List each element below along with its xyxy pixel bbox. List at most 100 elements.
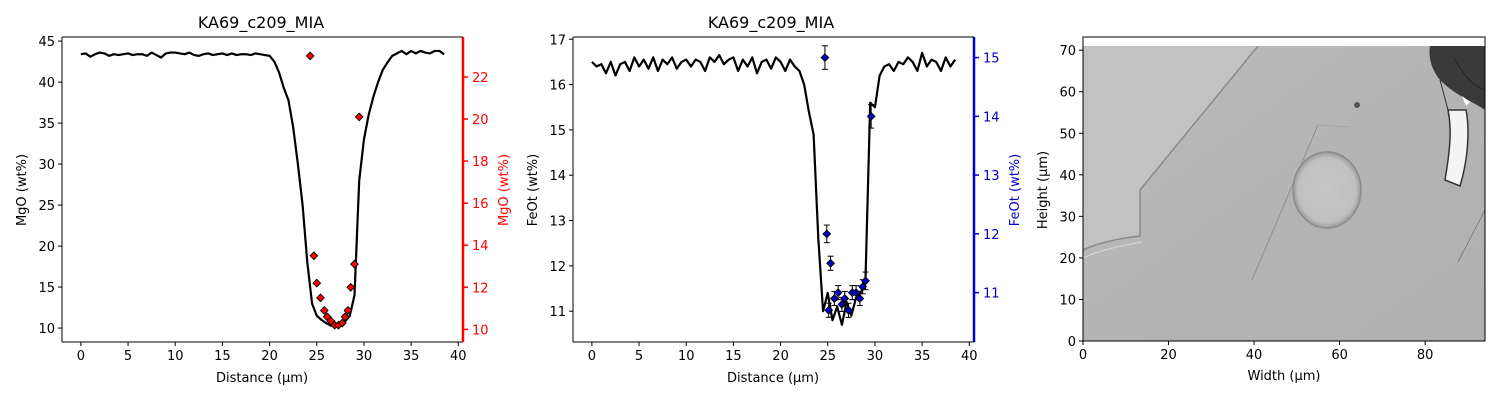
secondary-y-tick-label: 12: [983, 228, 1000, 243]
x-tick-label: 0: [77, 349, 85, 364]
y-axis-title: FeOt (wt%): [526, 154, 541, 226]
x-tick-label: 80: [1417, 348, 1434, 363]
secondary-y-tick-label: 10: [472, 323, 489, 338]
data-point: [844, 305, 853, 315]
x-tick-label: 20: [261, 349, 278, 364]
plot-area: [62, 37, 463, 342]
data-point: [861, 276, 870, 286]
x-tick-label: 25: [308, 349, 325, 364]
data-point: [855, 294, 865, 303]
x-tick-label: 35: [403, 349, 420, 364]
data-point: [340, 312, 350, 322]
secondary-y-tick-label: 11: [983, 287, 1000, 302]
x-tick-label: 0: [1079, 348, 1087, 363]
feot-chart: KA69_c209_MIA 0 5 10 15 20 25 30 35 40 11 12 13 14 15…: [526, 13, 1023, 386]
y-tick-label: 14: [549, 169, 566, 184]
y-tick-label: 10: [1059, 293, 1076, 308]
secondary-y-tick-label: 18: [472, 155, 489, 170]
y-tick-label: 20: [1059, 252, 1076, 267]
sem-image-panel: 0 20 40 60 80 0 10 20 30 40 50 60 70 Width (µm) Heig…: [1036, 36, 1486, 384]
data-point: [866, 111, 876, 121]
secondary-y-tick-label: 14: [983, 110, 1000, 125]
y-tick-label: 16: [549, 79, 566, 94]
data-point: [824, 305, 834, 315]
x-tick-label: 30: [867, 349, 884, 364]
sem-image: [1083, 46, 1485, 341]
y-tick-label: 50: [1059, 127, 1076, 142]
y-axis-title: MgO (wt%): [15, 154, 30, 226]
y-tick-label: 45: [38, 35, 55, 50]
profile-line: [591, 51, 957, 326]
data-point: [840, 294, 850, 303]
y-tick-label: 10: [38, 322, 55, 337]
x-axis-title: Distance (µm): [727, 371, 819, 386]
y-axis-title: Height (µm): [1036, 151, 1051, 229]
secondary-y-tick-label: 15: [983, 52, 1000, 67]
x-tick-label: 20: [772, 349, 789, 364]
data-point: [319, 306, 329, 315]
secondary-y-tick-label: 13: [983, 169, 1000, 184]
data-point: [305, 51, 315, 61]
data-point: [833, 288, 843, 298]
chart-title: KA69_c209_MIA: [198, 13, 324, 33]
y-tick-label: 12: [549, 260, 566, 275]
data-point: [346, 282, 356, 292]
secondary-y-tick-label: 16: [472, 197, 489, 212]
x-tick-label: 5: [635, 349, 643, 364]
data-point: [337, 318, 347, 328]
y-tick-label: 13: [549, 215, 566, 230]
y-tick-label: 40: [1059, 169, 1076, 184]
secondary-y-tick-label: 14: [472, 239, 489, 254]
y-tick-label: 30: [38, 158, 55, 173]
x-tick-label: 25: [819, 349, 836, 364]
profile-line: [80, 49, 445, 328]
secondary-y-tick-label: 22: [472, 71, 489, 86]
y-tick-label: 17: [549, 33, 566, 48]
data-point: [822, 229, 832, 239]
image-frame: [1082, 36, 1486, 342]
x-tick-label: 40: [961, 349, 978, 364]
plot-area: [573, 37, 974, 342]
x-tick-label: 15: [214, 349, 231, 364]
y-tick-label: 0: [1068, 335, 1076, 350]
y-tick-label: 60: [1059, 86, 1076, 101]
x-tick-label: 60: [1331, 348, 1348, 363]
x-tick-label: 10: [167, 349, 184, 364]
y-tick-label: 25: [38, 199, 55, 214]
data-point: [309, 251, 319, 261]
x-tick-label: 20: [1160, 348, 1177, 363]
image-caption-strip: [1083, 37, 1485, 46]
x-tick-label: 35: [914, 349, 931, 364]
x-axis-title: Distance (µm): [216, 371, 308, 386]
y-tick-label: 15: [549, 124, 566, 139]
data-point: [343, 306, 353, 315]
y-tick-label: 20: [38, 240, 55, 255]
data-point: [350, 259, 359, 269]
y-tick-label: 70: [1059, 44, 1076, 59]
y-tick-label: 30: [1059, 210, 1076, 225]
y-tick-label: 11: [549, 305, 566, 320]
data-point: [354, 112, 364, 122]
data-point: [312, 278, 322, 288]
y-tick-label: 40: [38, 76, 55, 91]
secondary-y-tick-label: 12: [472, 281, 489, 296]
secondary-y-tick-label: 20: [472, 113, 489, 128]
data-point: [316, 293, 325, 303]
x-tick-label: 40: [450, 349, 467, 364]
secondary-y-axis-title: MgO (wt%): [497, 154, 512, 226]
data-point: [826, 258, 836, 268]
mgo-chart: KA69_c209_MIA 0 5 10 15 20 25 30 35 40 10 15 20 25 30…: [15, 13, 512, 386]
data-point: [820, 53, 830, 63]
data-point: [829, 294, 839, 303]
secondary-y-axis-title: FeOt (wt%): [1008, 154, 1023, 226]
x-tick-label: 5: [124, 349, 132, 364]
x-tick-label: 15: [725, 349, 742, 364]
x-tick-label: 10: [678, 349, 695, 364]
x-tick-label: 30: [356, 349, 373, 364]
y-tick-label: 15: [38, 281, 55, 296]
x-tick-label: 0: [588, 349, 596, 364]
chart-title: KA69_c209_MIA: [708, 13, 834, 33]
x-tick-label: 40: [1246, 348, 1263, 363]
x-axis-title: Width (µm): [1248, 369, 1321, 384]
